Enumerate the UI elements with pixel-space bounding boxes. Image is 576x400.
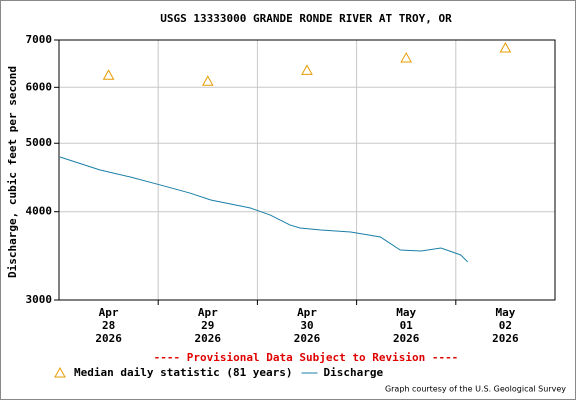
median-marker [400,52,413,63]
x-tick-label: 2026 [492,332,519,345]
x-tick-label: 2026 [393,332,420,345]
x-tick-label: 2026 [294,332,321,345]
x-tick-label: 29 [201,319,214,332]
median-marker [201,75,214,86]
y-tick-label: 4000 [26,205,53,218]
plot-area [58,39,556,301]
median-marker [102,69,115,80]
legend-label: Median daily statistic (81 years) [74,366,293,379]
y-tick-label: 3000 [26,293,53,306]
median-marker [499,41,512,53]
x-tick-label: Apr [198,306,218,319]
chart-title: USGS 13333000 GRANDE RONDE RIVER AT TROY… [160,12,452,25]
legend-label: Discharge [324,366,384,379]
x-tick-label: 28 [102,319,115,332]
y-tick-label: 5000 [26,136,53,149]
x-tick-label: 02 [499,319,512,332]
y-tick-label: 7000 [26,33,53,46]
x-tick-label: 01 [400,319,414,332]
credit: Graph courtesy of the U.S. Geological Su… [385,385,566,394]
y-axis-label: Discharge, cubic feet per second [6,66,19,278]
x-tick-label: Apr [99,306,119,319]
x-tick-label: May [495,306,515,319]
x-tick-label: May [396,306,416,319]
notice: ---- Provisional Data Subject to Revisio… [154,351,459,364]
x-tick-label: 30 [300,319,313,332]
discharge-line [59,156,469,263]
x-tick-label: 2026 [195,332,222,345]
legend-marker [54,366,66,378]
y-tick-label: 6000 [26,80,53,93]
x-tick-label: 2026 [95,332,122,345]
x-tick-label: Apr [297,306,317,319]
median-marker [301,64,313,75]
